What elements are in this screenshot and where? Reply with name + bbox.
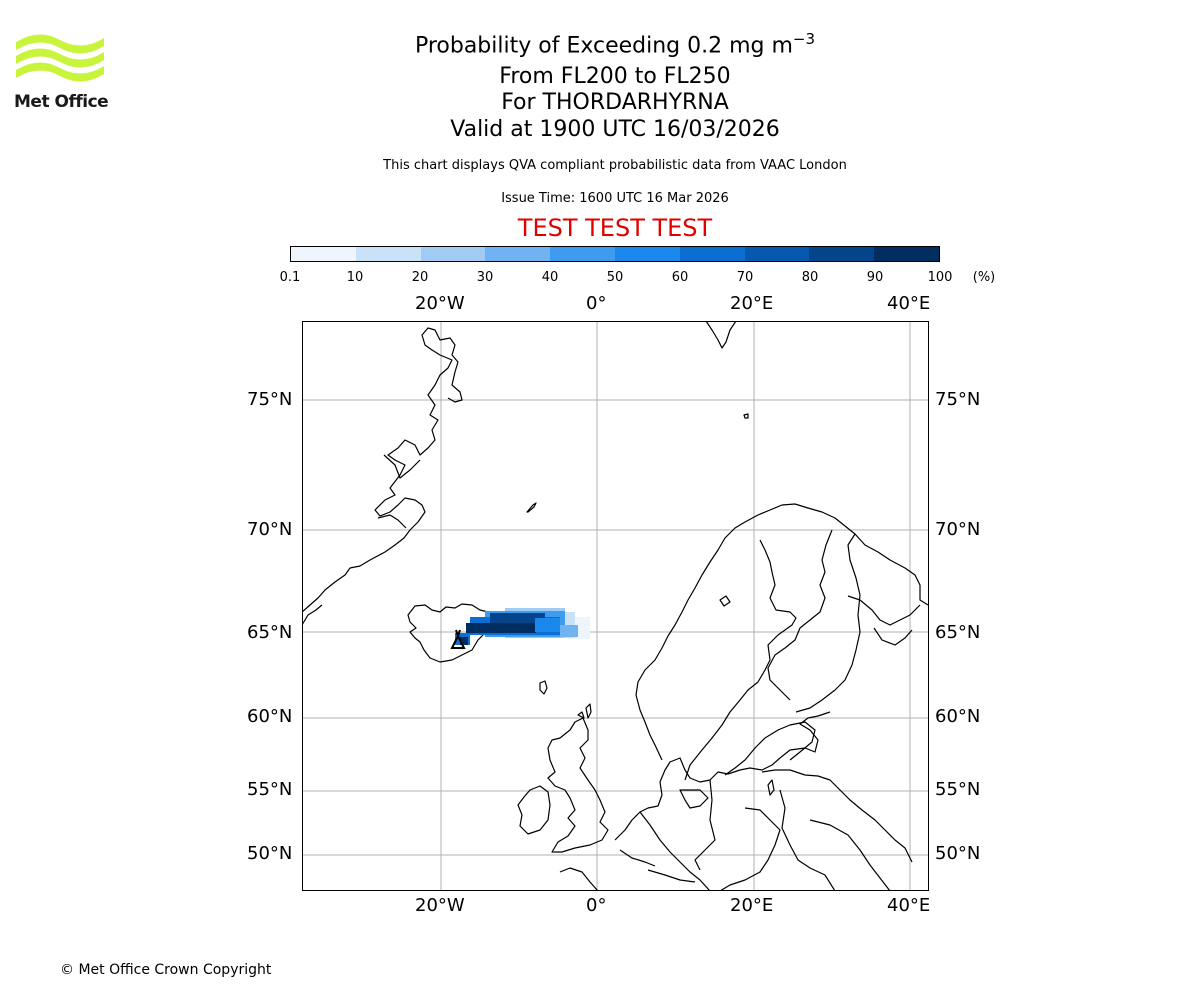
map-border bbox=[302, 321, 929, 891]
colorbar-tick: 90 bbox=[866, 270, 884, 285]
colorbar-tick: 40 bbox=[541, 270, 559, 285]
colorbar-tick: 70 bbox=[736, 270, 754, 285]
lon-label-top: 0° bbox=[586, 293, 607, 314]
met-office-logo-text: Met Office bbox=[14, 92, 109, 112]
white-sea bbox=[873, 627, 913, 646]
lat-label-left: 50°N bbox=[247, 843, 293, 864]
colorbar-bin bbox=[291, 247, 356, 261]
lat-label-right: 55°N bbox=[935, 779, 981, 800]
colorbar-bin bbox=[744, 247, 810, 261]
colorbar-bin bbox=[874, 247, 939, 261]
issue-time: Issue Time: 1600 UTC 16 Mar 2026 bbox=[501, 191, 729, 206]
coastlines bbox=[302, 321, 929, 891]
lat-label-left: 60°N bbox=[247, 706, 293, 727]
baltic-coast bbox=[724, 721, 816, 776]
colorbar-tick: 20 bbox=[411, 270, 429, 285]
lat-label-left: 65°N bbox=[247, 622, 293, 643]
map-panel bbox=[302, 321, 929, 891]
lon-label-top: 20°W bbox=[415, 293, 465, 314]
lofoten bbox=[719, 595, 731, 607]
colorbar-tick: 30 bbox=[476, 270, 494, 285]
ireland-coast bbox=[517, 785, 551, 835]
title-exponent: −3 bbox=[792, 30, 816, 48]
lon-label-top: 40°E bbox=[887, 293, 931, 314]
colorbar-bin bbox=[809, 247, 875, 261]
colorbar bbox=[290, 246, 940, 262]
lon-label-bottom: 40°E bbox=[887, 895, 931, 916]
flight-levels: From FL200 to FL250 bbox=[499, 64, 731, 89]
met-office-logo: Met Office bbox=[14, 30, 124, 115]
greenland-coast bbox=[302, 327, 463, 613]
colorbar-tick: 100 bbox=[927, 270, 953, 285]
lon-label-bottom: 0° bbox=[586, 895, 607, 916]
ash-plume bbox=[455, 608, 590, 645]
lat-label-right: 50°N bbox=[935, 843, 981, 864]
plume-cell bbox=[535, 618, 560, 632]
colorbar-bin bbox=[485, 247, 551, 261]
greenland-coast-south bbox=[302, 604, 323, 626]
volcano-marker-icon bbox=[450, 629, 466, 649]
greenland-fjord bbox=[383, 454, 421, 479]
greenland-fjord bbox=[377, 514, 407, 529]
lat-label-right: 70°N bbox=[935, 519, 981, 540]
svalbard-coast bbox=[705, 321, 737, 349]
colorbar-bin bbox=[679, 247, 745, 261]
lat-label-right: 65°N bbox=[935, 622, 981, 643]
colorbar-unit: (%) bbox=[972, 270, 996, 285]
central-europe-borders bbox=[694, 779, 716, 871]
chart-title: Probability of Exceeding 0.2 mg m−3 bbox=[0, 30, 1200, 58]
colorbar-bin bbox=[355, 247, 421, 261]
lon-label-top: 20°E bbox=[730, 293, 774, 314]
description: This chart displays QVA compliant probab… bbox=[383, 158, 847, 173]
plume-cell bbox=[460, 637, 468, 645]
gotland bbox=[767, 779, 775, 796]
colorbar-bin bbox=[550, 247, 615, 261]
jan-mayen bbox=[526, 502, 537, 513]
lat-label-left: 75°N bbox=[247, 389, 293, 410]
orkney-islands bbox=[577, 711, 585, 719]
central-europe-borders bbox=[779, 789, 836, 891]
test-banner: TEST TEST TEST bbox=[517, 214, 713, 242]
lon-label-bottom: 20°W bbox=[415, 895, 465, 916]
shetland-islands bbox=[585, 703, 592, 719]
copyright: © Met Office Crown Copyright bbox=[60, 962, 272, 978]
central-europe-borders bbox=[639, 811, 711, 891]
central-europe-borders bbox=[809, 819, 891, 891]
colorbar-tick: 60 bbox=[671, 270, 689, 285]
lat-label-right: 75°N bbox=[935, 389, 981, 410]
colorbar-bin bbox=[614, 247, 680, 261]
europe-coast bbox=[559, 867, 599, 891]
finland-east-border bbox=[795, 533, 861, 713]
baltic-states bbox=[761, 769, 913, 863]
colorbar-bin bbox=[420, 247, 486, 261]
great-britain-coast bbox=[547, 717, 609, 853]
central-europe-borders bbox=[647, 869, 696, 883]
colorbar-tick: 10 bbox=[346, 270, 364, 285]
colorbar-tick: 50 bbox=[606, 270, 624, 285]
central-europe-borders bbox=[619, 849, 656, 867]
faroe-islands bbox=[539, 680, 548, 695]
colorbar-tick: 0.1 bbox=[279, 270, 301, 285]
lat-label-right: 60°N bbox=[935, 706, 981, 727]
europe-coast-north bbox=[614, 711, 831, 841]
denmark-coast bbox=[679, 789, 709, 809]
bear-island bbox=[743, 413, 749, 419]
colorbar-tick: 80 bbox=[801, 270, 819, 285]
lat-label-left: 55°N bbox=[247, 779, 293, 800]
finland-coast bbox=[767, 529, 833, 701]
norway-coast bbox=[635, 503, 929, 761]
plume-cell bbox=[466, 623, 536, 633]
gridlines bbox=[302, 321, 929, 891]
met-office-wave-icon bbox=[16, 34, 104, 82]
valid-time: Valid at 1900 UTC 16/03/2026 bbox=[450, 117, 780, 142]
scandinavia-borders bbox=[684, 539, 797, 781]
central-europe-borders bbox=[719, 807, 781, 891]
lon-label-bottom: 20°E bbox=[730, 895, 774, 916]
lat-label-left: 70°N bbox=[247, 519, 293, 540]
volcano-name: For THORDARHYRNA bbox=[501, 90, 729, 115]
plume-cell bbox=[560, 625, 578, 637]
title-text: Probability of Exceeding 0.2 mg m bbox=[414, 33, 793, 59]
kola-coast bbox=[847, 595, 921, 626]
